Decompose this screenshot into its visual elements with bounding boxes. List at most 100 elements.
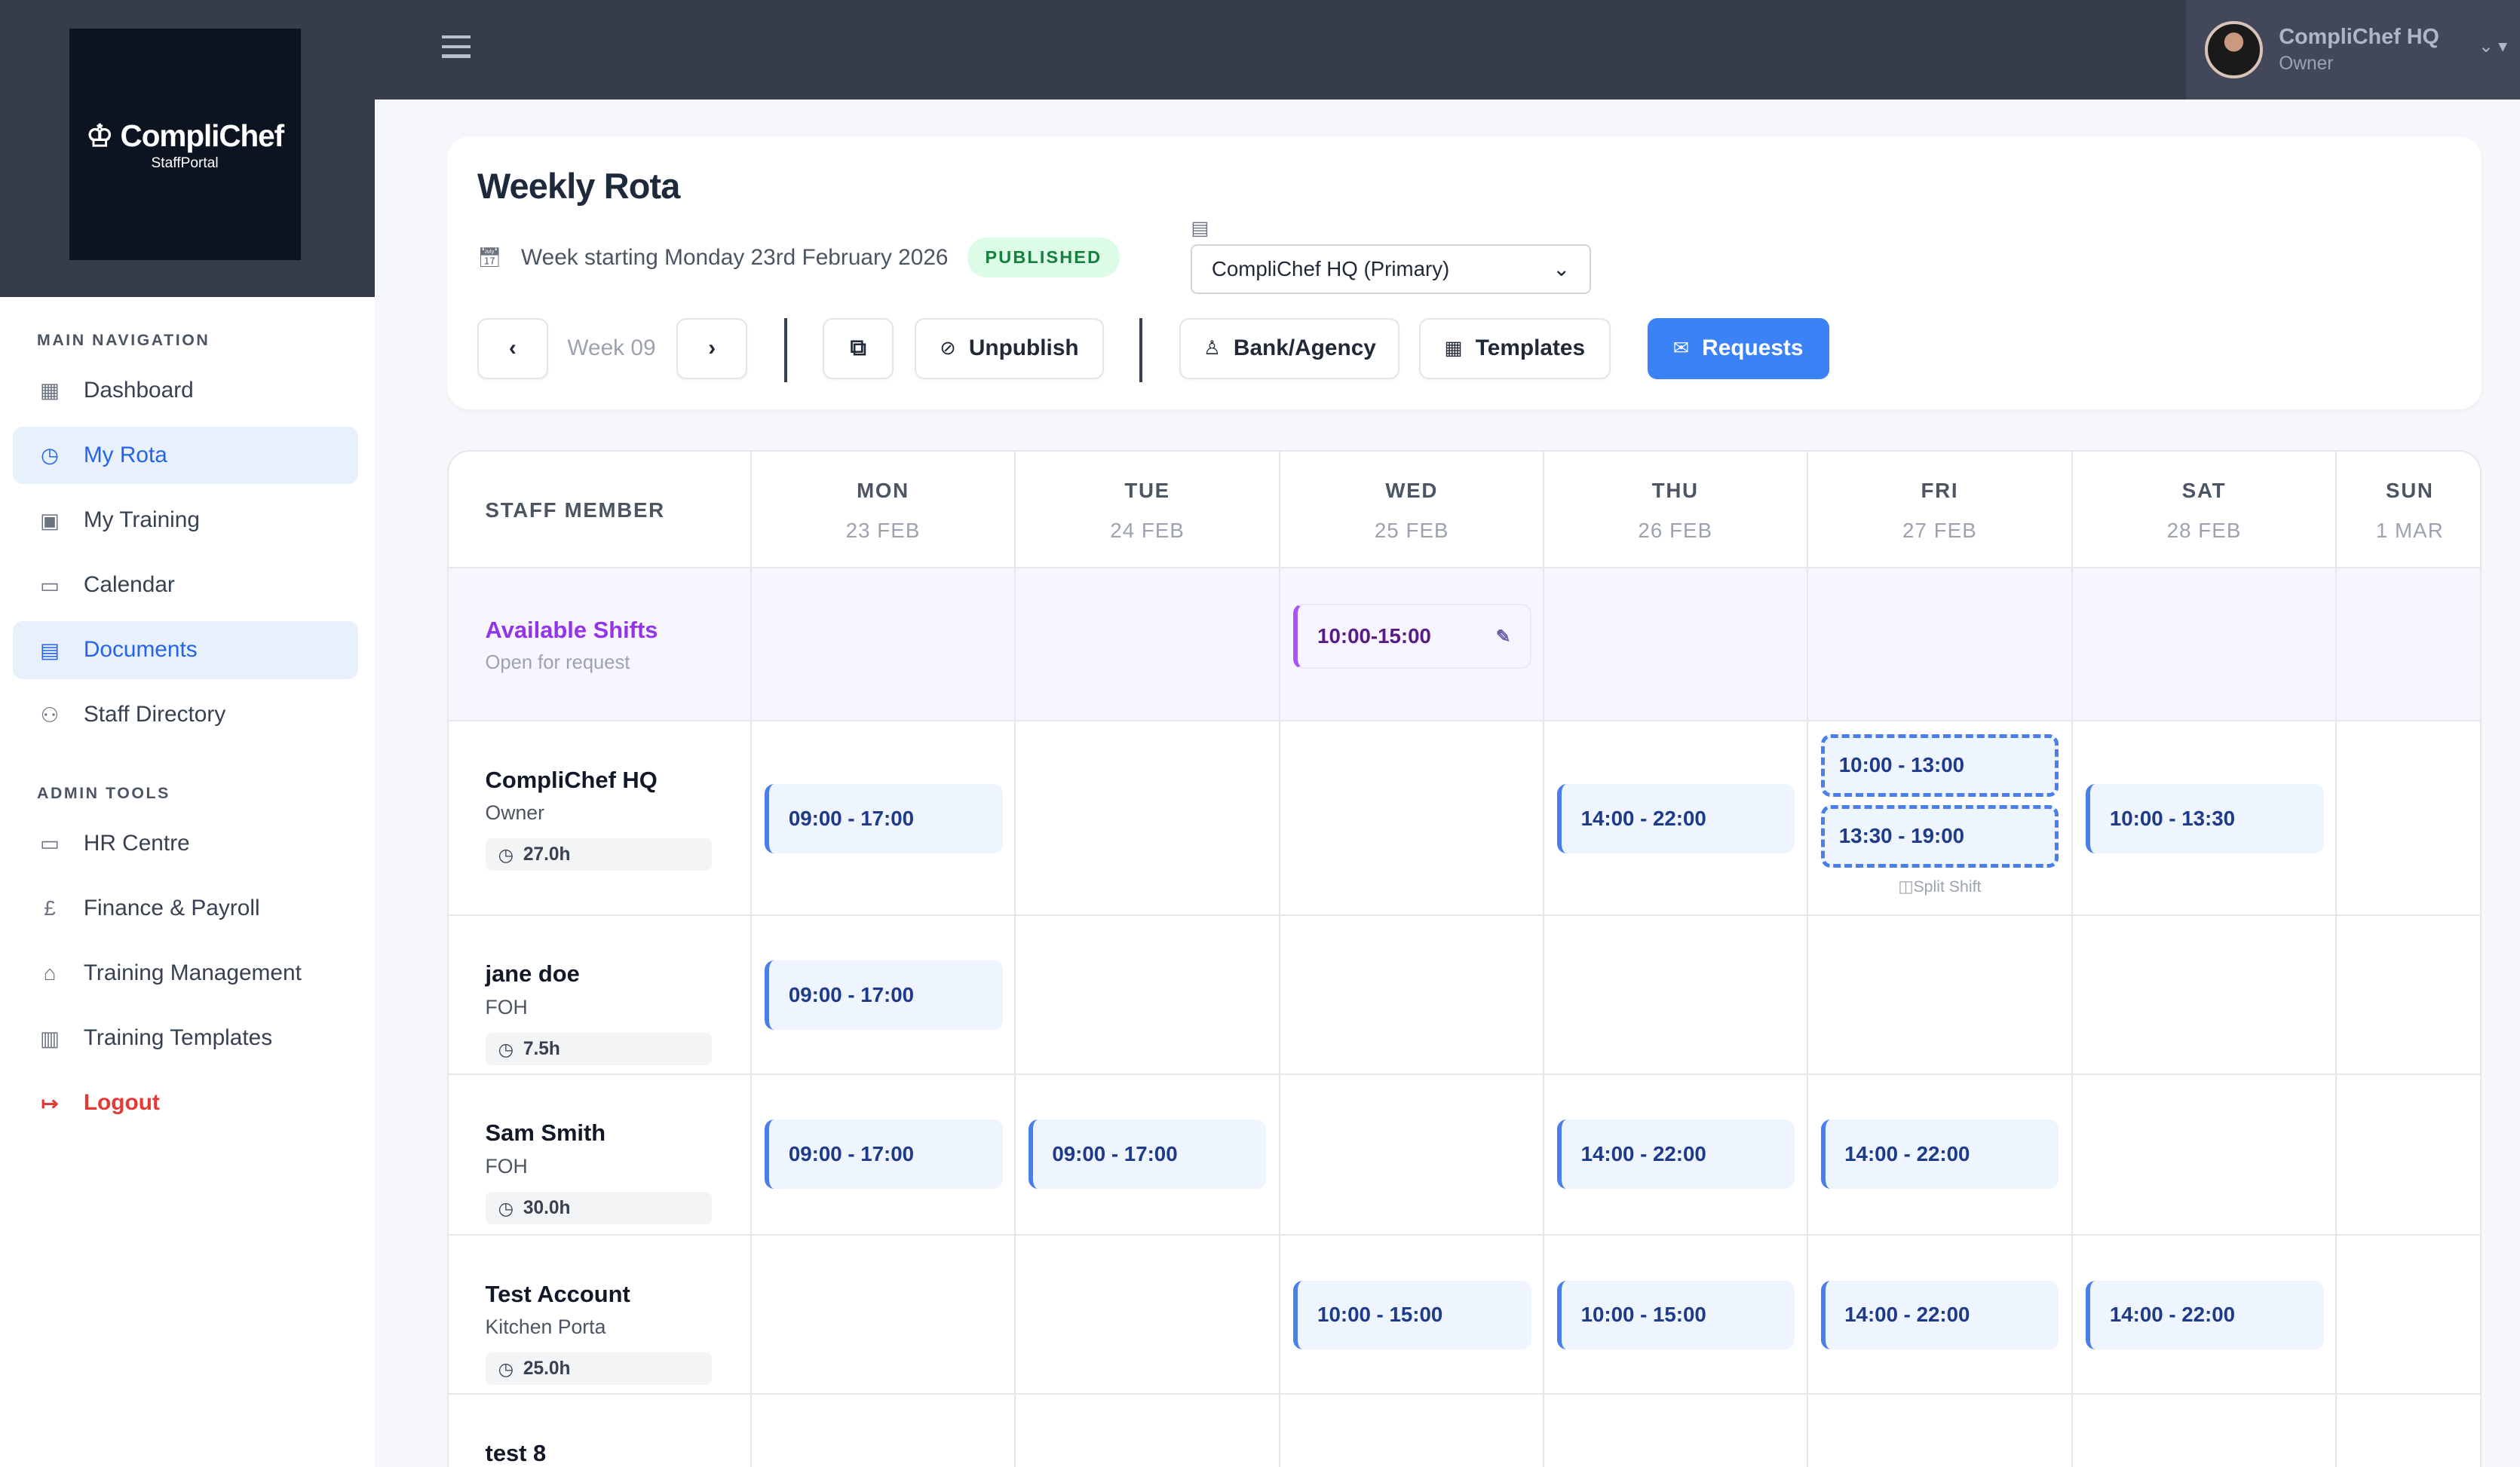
copy-icon: ⧉: [850, 335, 866, 361]
shift-block[interactable]: 14:00 - 22:00: [1557, 1119, 1795, 1190]
sidebar-item-calendar[interactable]: ▭ Calendar: [13, 556, 358, 614]
day-cell[interactable]: [1542, 1394, 1807, 1467]
shift-block[interactable]: 14:00 - 22:00: [1820, 1119, 2059, 1190]
shift-block[interactable]: 09:00 - 17:00: [765, 960, 1003, 1031]
chevron-down-icon: ⌄: [1553, 257, 1571, 281]
day-cell[interactable]: 10:00 - 15:00: [1542, 1235, 1807, 1393]
day-cell[interactable]: 10:00 - 13:30: [2071, 721, 2335, 914]
day-cell[interactable]: 09:00 - 17:00: [1013, 1074, 1280, 1234]
shift-block[interactable]: 10:00 - 13:30: [2086, 783, 2324, 853]
grid-header: STAFF MEMBER MON 23 FEB TUE 24 FEB WED 25 FEB T…: [448, 451, 2480, 569]
day-cell[interactable]: 09:00 - 17:00: [750, 1074, 1014, 1234]
sidebar-item-hr-centre[interactable]: ▭ HR Centre: [13, 814, 358, 872]
day-cell[interactable]: [1013, 1235, 1280, 1393]
day-cell[interactable]: 14:00 - 22:00: [1806, 1074, 2072, 1234]
day-cell[interactable]: [1013, 1394, 1280, 1467]
day-cell[interactable]: [2071, 915, 2335, 1073]
day-cell[interactable]: 14:00 - 22:00: [1542, 721, 1807, 914]
day-cell[interactable]: [1542, 915, 1807, 1073]
sidebar-item-staff-directory[interactable]: ⚇ Staff Directory: [13, 686, 358, 744]
admin-tools-label: ADMIN TOOLS: [37, 784, 170, 803]
shift-block[interactable]: 10:00 - 15:00: [1293, 1280, 1531, 1350]
day-cell[interactable]: [2071, 1074, 2335, 1234]
day-cell[interactable]: [1806, 568, 2072, 720]
shift-block[interactable]: 14:00 - 22:00: [1820, 1280, 2059, 1350]
day-cell[interactable]: [1542, 568, 1807, 720]
clock-icon: ◷: [498, 844, 514, 865]
day-cell[interactable]: [750, 1235, 1014, 1393]
day-cell[interactable]: [2071, 1394, 2335, 1467]
templates-button[interactable]: ▦ Templates: [1419, 318, 1611, 379]
sidebar-item-my-rota[interactable]: ◷ My Rota: [13, 426, 359, 485]
day-cell[interactable]: 10:00-15:00 ✎: [1279, 568, 1543, 720]
status-badge: PUBLISHED: [967, 237, 1120, 277]
day-header: THU 26 FEB: [1542, 451, 1807, 568]
day-cell[interactable]: 10:00 - 13:00 13:30 - 19:00 ◫Split Shift: [1806, 721, 2072, 914]
day-cell[interactable]: [1279, 721, 1543, 914]
user-menu[interactable]: CompliChef HQ Owner ⌄ ▾: [2185, 0, 2520, 100]
day-cell[interactable]: 09:00 - 17:00: [750, 915, 1014, 1073]
staff-row: jane doe FOH ◷ 7.5h 09:00 - 17:00: [448, 915, 2480, 1075]
shift-block[interactable]: 09:00 - 17:00: [765, 1119, 1003, 1190]
day-cell[interactable]: [1279, 915, 1543, 1073]
shift-block[interactable]: 09:00 - 17:00: [1028, 1119, 1267, 1190]
day-cell[interactable]: [2335, 1235, 2480, 1393]
shift-block[interactable]: 14:00 - 22:00: [2086, 1280, 2324, 1350]
week-label: Week 09: [567, 335, 656, 361]
day-cell[interactable]: [1013, 721, 1280, 914]
day-cell[interactable]: [1013, 915, 1280, 1073]
prev-week-button[interactable]: ‹: [477, 318, 548, 379]
open-shift[interactable]: 10:00-15:00 ✎: [1293, 604, 1531, 669]
split-shift[interactable]: 10:00 - 13:00: [1820, 734, 2059, 797]
sidebar-item-training-management[interactable]: ⌂ Training Management: [13, 945, 358, 1003]
logo[interactable]: ♔ CompliChef StaffPortal: [69, 29, 301, 261]
day-cell[interactable]: [2335, 1394, 2480, 1467]
day-cell[interactable]: [2071, 568, 2335, 720]
menu-icon[interactable]: [442, 35, 471, 58]
divider: [784, 318, 788, 383]
next-week-button[interactable]: ›: [676, 318, 748, 379]
sidebar-item-documents[interactable]: ▤ Documents: [13, 620, 359, 679]
day-cell[interactable]: [1806, 1394, 2072, 1467]
chevron-down-icon: ⌄ ▾: [2479, 35, 2507, 56]
day-cell[interactable]: [2335, 568, 2480, 720]
day-cell[interactable]: [2335, 1074, 2480, 1234]
day-cell[interactable]: [750, 568, 1014, 720]
sidebar-item-training-templates[interactable]: ▥ Training Templates: [13, 1009, 358, 1067]
shift-block[interactable]: 09:00 - 17:00: [765, 783, 1003, 853]
sidebar-item-dashboard[interactable]: ▦ Dashboard: [13, 362, 358, 420]
day-cell[interactable]: [750, 1394, 1014, 1467]
hours-badge: ◷ 25.0h: [485, 1352, 713, 1386]
sidebar-item-logout[interactable]: ↦ Logout: [13, 1074, 358, 1132]
shift-block[interactable]: 10:00 - 15:00: [1557, 1280, 1795, 1350]
split-shift[interactable]: 13:30 - 19:00: [1820, 804, 2059, 868]
sidebar-item-my-training[interactable]: ▣ My Training: [13, 492, 358, 550]
day-cell[interactable]: [1013, 568, 1280, 720]
briefcase-icon: ▭: [39, 832, 60, 856]
clock-icon: ◷: [498, 1358, 514, 1379]
copy-button[interactable]: ⧉: [823, 318, 894, 379]
bank-agency-button[interactable]: ♙ Bank/Agency: [1179, 318, 1400, 379]
day-cell[interactable]: [1279, 1394, 1543, 1467]
clock-icon: ◷: [498, 1039, 514, 1059]
day-cell[interactable]: [2335, 915, 2480, 1073]
day-cell[interactable]: 09:00 - 17:00: [750, 721, 1014, 914]
location-select[interactable]: CompliChef HQ (Primary) ⌄: [1191, 243, 1592, 295]
day-cell[interactable]: [1806, 915, 2072, 1073]
staff-row: CompliChef HQ Owner ◷ 27.0h 09:00 - 17:00 14:…: [448, 721, 2480, 916]
requests-button[interactable]: ✉ Requests: [1647, 318, 1829, 379]
day-cell[interactable]: 14:00 - 22:00: [2071, 1235, 2335, 1393]
day-cell[interactable]: 14:00 - 22:00: [1806, 1235, 2072, 1393]
available-shifts-row: Available Shifts Open for request 10:00-15…: [448, 568, 2480, 721]
day-cell[interactable]: 14:00 - 22:00: [1542, 1074, 1807, 1234]
topbar: CompliChef HQ Owner ⌄ ▾: [374, 0, 2520, 100]
day-cell[interactable]: [2335, 721, 2480, 914]
day-cell[interactable]: 10:00 - 15:00: [1279, 1235, 1543, 1393]
main-navigation-label: MAIN NAVIGATION: [37, 331, 210, 350]
unpublish-button[interactable]: ⊘ Unpublish: [914, 318, 1105, 379]
edit-icon[interactable]: ✎: [1495, 626, 1511, 646]
shift-block[interactable]: 14:00 - 22:00: [1557, 783, 1795, 853]
sidebar-item-finance-payroll[interactable]: £ Finance & Payroll: [13, 880, 358, 938]
day-cell[interactable]: [1279, 1074, 1543, 1234]
grid-icon: ▦: [39, 378, 60, 403]
